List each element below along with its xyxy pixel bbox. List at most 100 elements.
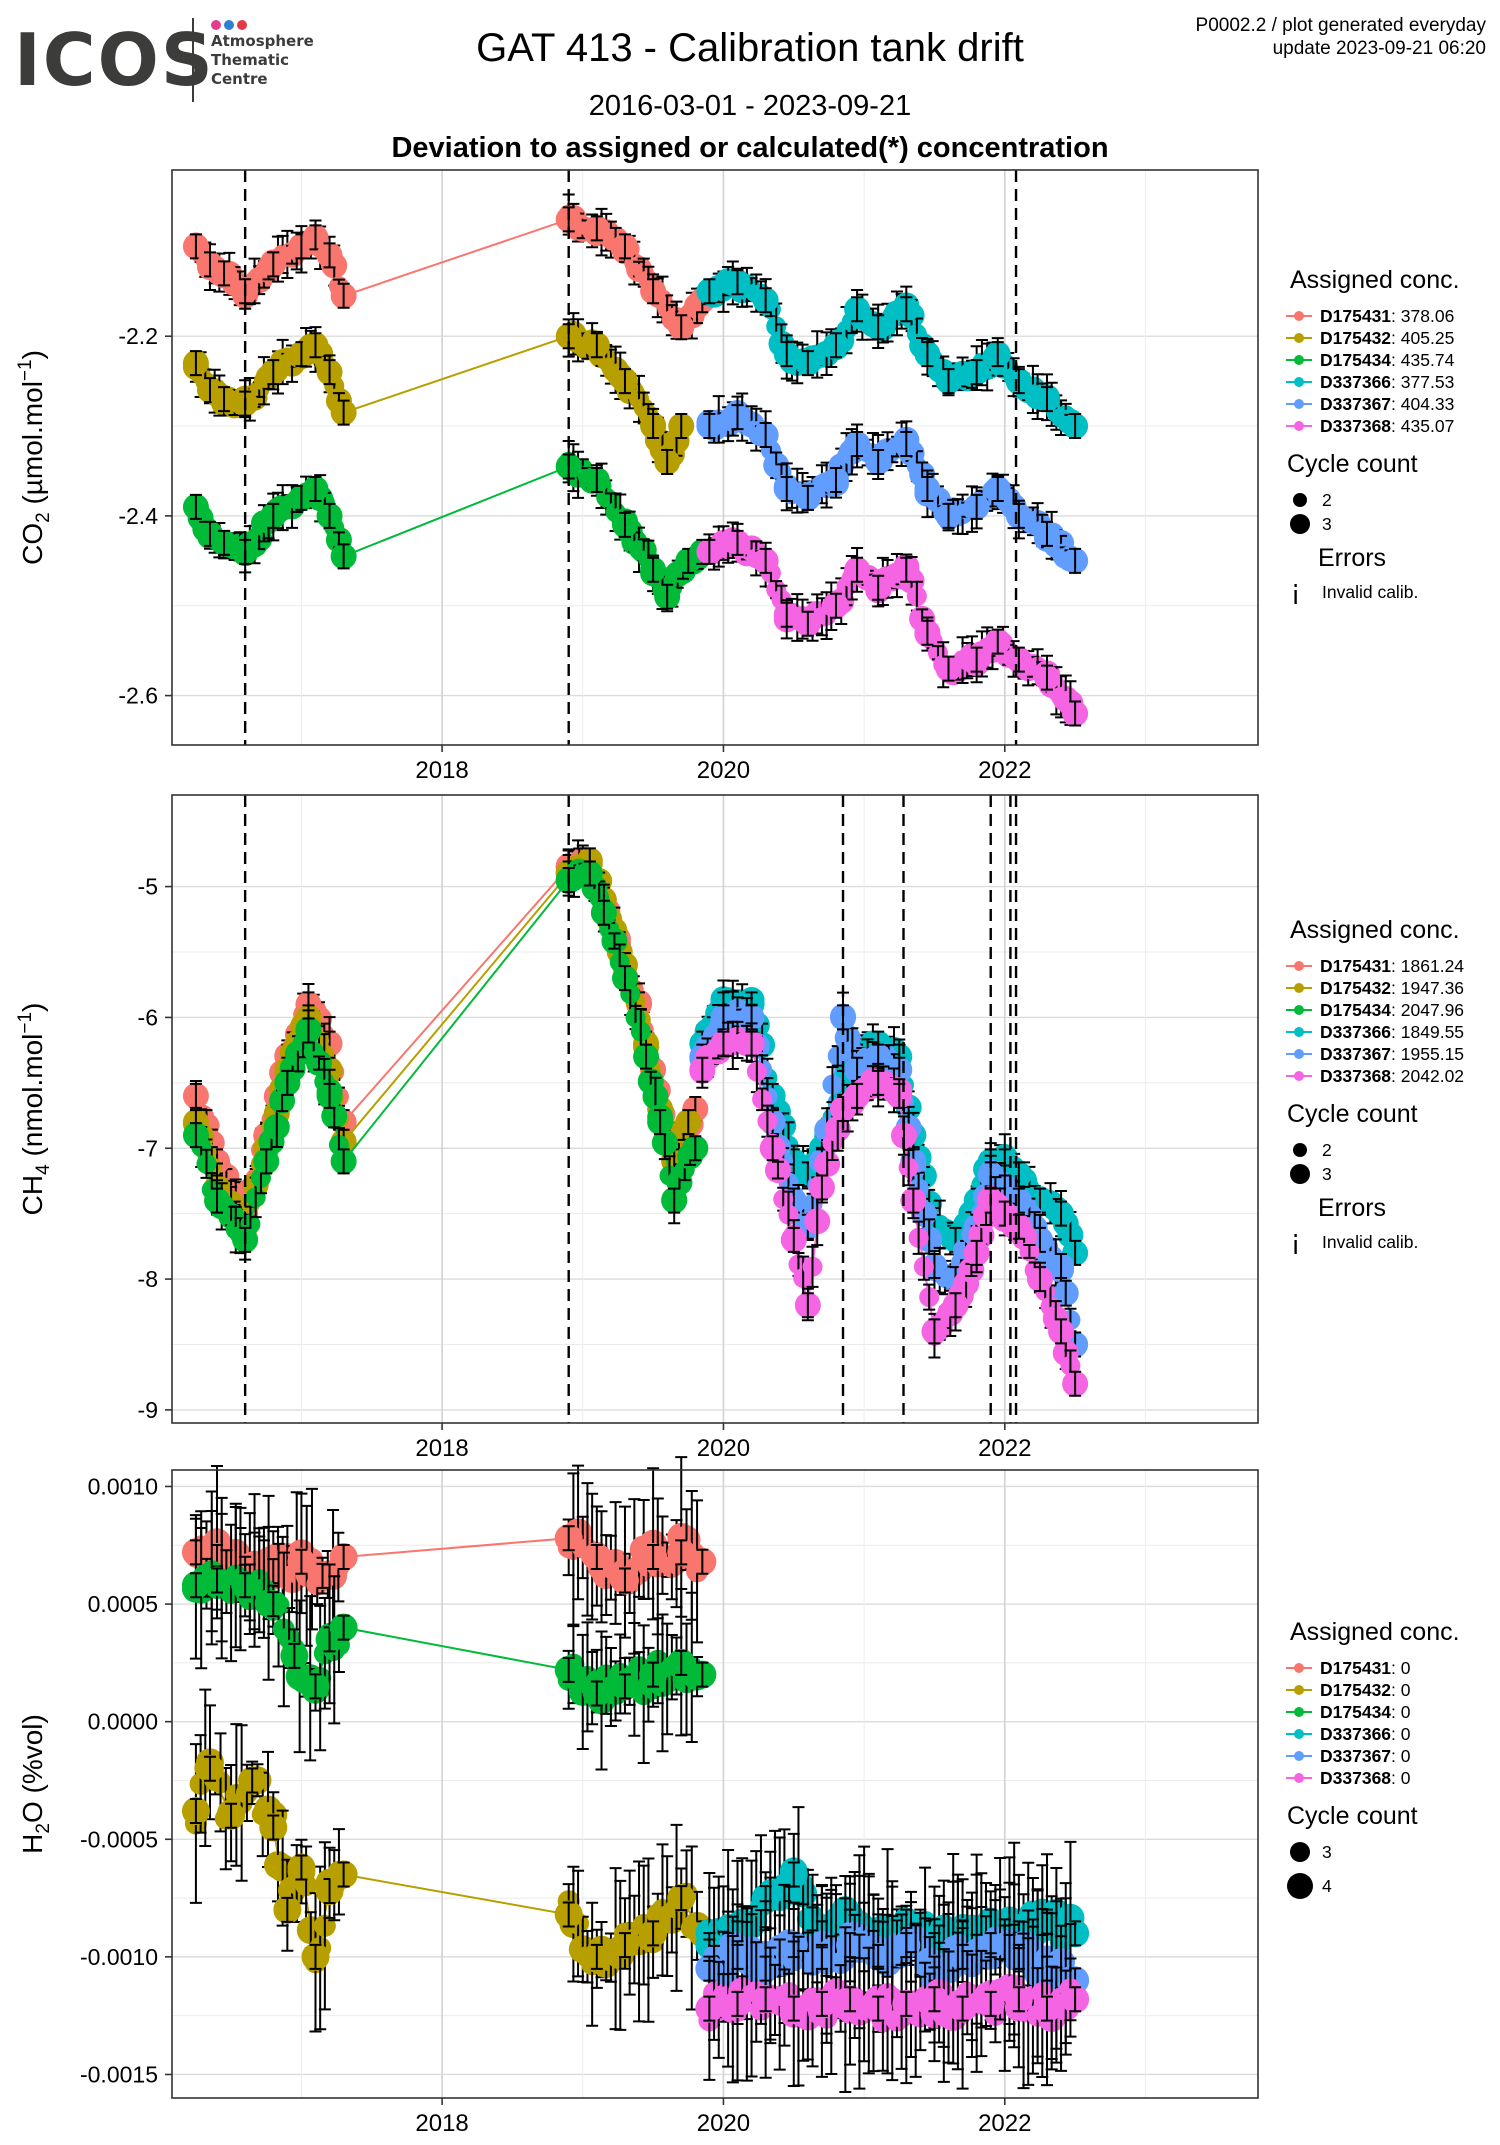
- error-bar: [647, 413, 660, 440]
- legend-tank: D337366: [1320, 1022, 1391, 1042]
- cycle-count-label: 3: [1322, 514, 1332, 534]
- legend-tank: D175431: [1320, 956, 1391, 976]
- error-bar: [288, 1642, 301, 1669]
- legend-value: : 2042.02: [1391, 1066, 1464, 1086]
- error-bar: [267, 359, 280, 386]
- error-bar: [801, 1292, 814, 1319]
- error-bar: [703, 278, 716, 305]
- legend-entry: D337366: 1849.55: [1320, 1022, 1464, 1042]
- error-bar: [618, 233, 631, 260]
- error-bar: [337, 282, 350, 309]
- error-bar: [921, 341, 934, 368]
- logo-dots: [211, 17, 247, 30]
- error-bar: [647, 556, 660, 583]
- error-bar: [801, 350, 814, 377]
- y-axis-label: H2O (%vol): [17, 1714, 54, 1854]
- panel-border: [171, 794, 1259, 1424]
- error-bar: [991, 475, 1004, 502]
- error-bar: [675, 1649, 688, 1676]
- error-bar: [829, 592, 842, 619]
- error-bar: [900, 1990, 913, 2017]
- legend-tank: D175434: [1320, 1000, 1391, 1020]
- legend-title: Assigned conc.: [1290, 1618, 1460, 1646]
- error-bar: [239, 1572, 252, 1599]
- error-bar: [211, 1567, 224, 1594]
- y-label-end: ): [17, 350, 48, 359]
- icos-logo: ICOS Atmosphere Thematic Centre: [14, 16, 344, 106]
- legend-tank: D175431: [1320, 1658, 1391, 1678]
- y-axis-label: CO2 (µmol.mol−1): [15, 350, 54, 565]
- error-bar: [668, 1187, 681, 1214]
- legend-swatch: [1294, 377, 1304, 387]
- legend-entry: D175434: 0: [1320, 1702, 1411, 1722]
- error-bar: [991, 341, 1004, 368]
- legend-3: Assigned conc. D175431 : 0 D175432: 0D17543…: [1286, 1618, 1460, 1899]
- error-bar: [309, 475, 322, 502]
- error-bar: [1069, 413, 1082, 440]
- legend-title: Assigned conc.: [1290, 916, 1460, 944]
- cycle-count-title: Cycle count: [1287, 1802, 1418, 1830]
- legend-swatch: [1294, 333, 1304, 343]
- x-tick-label: 2022: [978, 2110, 1031, 2137]
- error-bar: [246, 1767, 259, 1794]
- legend-entry: D175432: 0: [1320, 1680, 1411, 1700]
- y-tick-label: -0.0015: [80, 2061, 158, 2087]
- legend-swatch: [1294, 1005, 1304, 1015]
- logo-dot: [211, 20, 221, 30]
- legend-entry: D337366: 377.53: [1320, 372, 1454, 392]
- error-bar: [675, 413, 688, 440]
- legend-tank: D337368: [1320, 1066, 1391, 1086]
- error-bar: [618, 965, 631, 992]
- legend-swatch: [1294, 1049, 1304, 1059]
- legend-value: : 0: [1391, 1746, 1411, 1766]
- error-bar: [696, 1056, 709, 1083]
- series-D175431: [182, 193, 716, 341]
- legend-entry: D175434: 2047.96: [1320, 1000, 1464, 1020]
- error-bar: [766, 1135, 779, 1162]
- error-bar: [949, 1292, 962, 1319]
- error-bar: [1069, 547, 1082, 574]
- y-tick-label: -0.0010: [80, 1944, 158, 1970]
- x-tick-label: 2022: [978, 757, 1031, 784]
- y-label-rest: O (%vol): [17, 1714, 48, 1823]
- error-bar: [267, 1814, 280, 1841]
- legend-swatch: [1294, 1685, 1304, 1695]
- legend-title: Assigned conc.: [1290, 266, 1460, 294]
- error-bar: [921, 475, 934, 502]
- cycle-count-marker: [1290, 514, 1310, 534]
- legend-value: : 1861.24: [1391, 956, 1464, 976]
- legend-tank: D337366: [1320, 1724, 1391, 1744]
- error-bar: [970, 493, 983, 520]
- error-bar: [682, 1109, 695, 1136]
- legend-tank: D175432: [1320, 328, 1391, 348]
- error-bar: [562, 1656, 575, 1683]
- error-bar: [1069, 1986, 1082, 2013]
- legend-value: : 1849.55: [1391, 1022, 1464, 1042]
- legend-swatch: [1294, 1751, 1304, 1761]
- y-tick-label: -0.0005: [80, 1826, 158, 1852]
- error-bar: [928, 1986, 941, 2013]
- error-bar: [618, 368, 631, 395]
- legend-value: : 1955.15: [1391, 1044, 1464, 1064]
- error-bar: [956, 1995, 969, 2022]
- error-bar: [703, 538, 716, 565]
- error-bar: [309, 332, 322, 359]
- error-bar: [942, 655, 955, 682]
- error-bar: [759, 1986, 772, 2013]
- error-bar: [590, 1544, 603, 1571]
- error-bar: [900, 296, 913, 323]
- invalid-calib-icon: ⅰ: [1292, 580, 1299, 610]
- error-bar: [597, 899, 610, 926]
- error-bar: [917, 1252, 930, 1281]
- error-bar: [759, 287, 772, 314]
- error-bar: [696, 1661, 709, 1688]
- error-bar: [675, 314, 688, 341]
- error-bar: [267, 1591, 280, 1618]
- error-bar: [970, 646, 983, 673]
- legend-entry: D175431: 1861.24: [1320, 956, 1464, 976]
- error-bar: [851, 296, 864, 323]
- error-bar: [225, 1802, 238, 1829]
- error-bar: [806, 1245, 819, 1288]
- error-bar: [928, 1253, 941, 1279]
